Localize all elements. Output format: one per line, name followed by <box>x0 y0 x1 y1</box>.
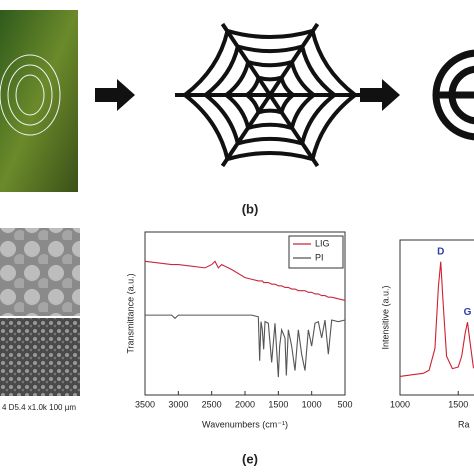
x-axis-label: Ra <box>458 419 470 429</box>
web-spoke <box>220 93 272 168</box>
arrow <box>95 79 135 111</box>
web-ring <box>181 28 357 162</box>
sem-caption: 4 D5.4 x1.0k 100 µm <box>2 403 76 412</box>
legend-label: LIG <box>315 238 330 248</box>
plot-frame <box>399 239 474 396</box>
x-tick-label: 1500 <box>448 399 468 409</box>
web-spoke <box>220 22 272 97</box>
x-tick-label: 1500 <box>268 399 288 409</box>
web-ring <box>202 43 336 147</box>
sem-image <box>0 318 80 396</box>
panel-label: (b) <box>242 201 259 216</box>
x-tick-label: 3000 <box>168 399 188 409</box>
panel-label: (e) <box>242 451 258 466</box>
arrow <box>360 79 400 111</box>
circular-web-icon <box>432 49 474 141</box>
sem-image <box>0 228 80 316</box>
legend-box <box>288 235 344 269</box>
photo <box>0 10 78 192</box>
x-tick-label: 1000 <box>390 399 410 409</box>
spectrum-line <box>399 261 474 377</box>
peak-label: D <box>437 246 444 257</box>
photo-web <box>0 54 61 136</box>
x-tick-label: 1000 <box>302 399 322 409</box>
x-tick-label: 2000 <box>235 399 255 409</box>
legend-label: PI <box>315 252 324 262</box>
y-axis-label: Transmittance (a.u.) <box>125 273 135 353</box>
web-ring <box>243 75 295 115</box>
spider-web-icon <box>175 22 365 168</box>
spectrum-line <box>145 314 346 378</box>
web-ring <box>223 59 315 131</box>
y-axis-label: Intensitive (a.u.) <box>380 285 390 349</box>
x-tick-label: 500 <box>337 399 352 409</box>
x-tick-label: 3500 <box>135 399 155 409</box>
web-spoke <box>268 22 320 97</box>
web-spoke <box>268 93 320 168</box>
spectrum-line <box>144 260 346 301</box>
x-tick-label: 2500 <box>202 399 222 409</box>
x-axis-label: Wavenumbers (cm⁻¹) <box>202 419 288 429</box>
peak-label: G <box>464 307 472 318</box>
